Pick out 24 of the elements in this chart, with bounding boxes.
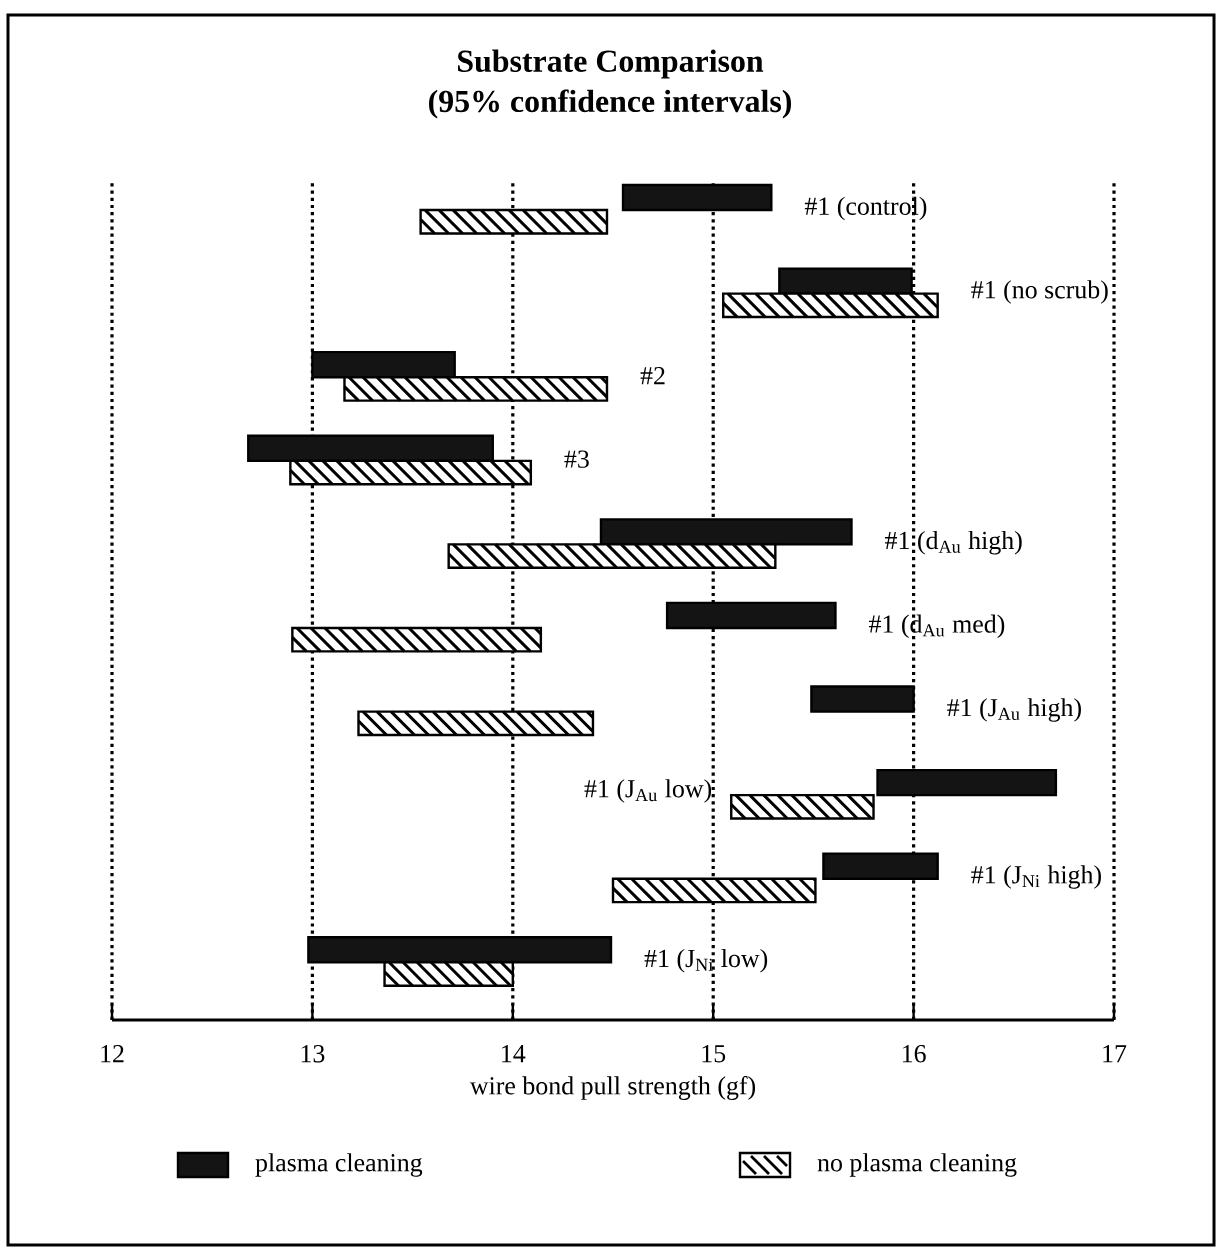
x-tick-label: 17 [1103, 1045, 1127, 1063]
legend-label: plasma cleaning [255, 1153, 423, 1177]
x-tick-label: 14 [502, 1045, 526, 1063]
legend-label: no plasma cleaning [817, 1153, 1017, 1177]
y-tick-label: #1 (J$_{Au}$ high) [947, 698, 1081, 722]
bar [621, 183, 773, 212]
chart-title: Substrate Comparison [458, 49, 764, 79]
y-tick-label: #2 [640, 366, 665, 385]
bar [810, 685, 915, 713]
x-tick-label: 15 [702, 1045, 726, 1063]
y-tick-label: #1 (J$_{Ni}$ low) [644, 948, 768, 973]
chart-subtitle: (95% confidence intervals) [429, 89, 792, 119]
x-axis-title: wire bond pull strength (gf) [469, 1076, 756, 1100]
y-tick-label: #1 (J$_{Ni}$ high) [971, 865, 1101, 889]
y-tick-label: #3 [564, 450, 589, 468]
bar [665, 601, 837, 630]
y-tick-label: #1 (d$_{Au}$ high) [885, 530, 1022, 555]
y-tick-label: #1 (no scrub) [971, 280, 1108, 304]
x-tick-label: 16 [902, 1045, 926, 1063]
x-tick-label: 12 [101, 1045, 124, 1063]
bar [822, 852, 939, 880]
x-tick-label: 13 [301, 1045, 325, 1063]
y-tick-label: #1 (control) [804, 196, 927, 221]
y-tick-label: #1 (J$_{Au}$ low) [584, 779, 712, 803]
